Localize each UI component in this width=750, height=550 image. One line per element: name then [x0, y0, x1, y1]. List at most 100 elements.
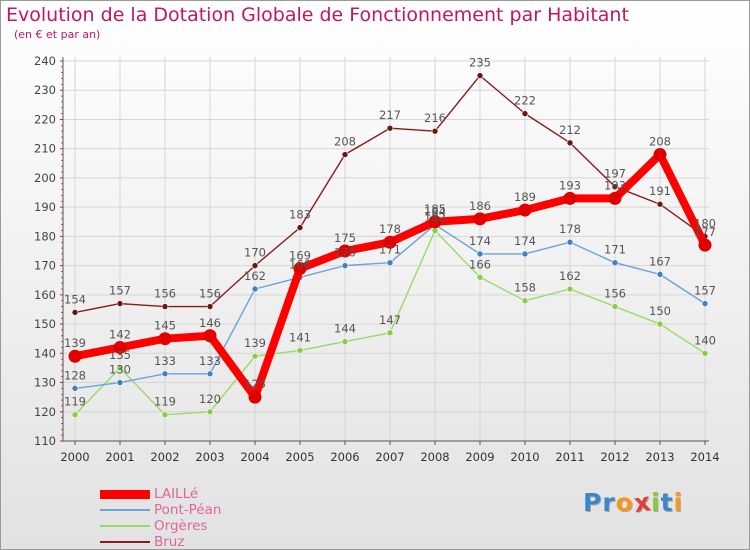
y-tick-label: 110 — [34, 434, 56, 448]
logo-letter: x — [631, 486, 653, 519]
data-label-bruz: 208 — [334, 135, 356, 149]
data-label-bruz: 156 — [199, 287, 221, 301]
data-label-org-res: 140 — [694, 333, 716, 347]
data-label-bruz: 235 — [469, 56, 491, 70]
data-label-bruz: 183 — [289, 208, 311, 222]
y-tick-label: 130 — [34, 376, 56, 390]
data-label-bruz: 217 — [379, 108, 401, 122]
legend-label-org-res: Orgères — [154, 518, 208, 534]
data-point-org-res — [566, 285, 574, 293]
data-label-org-res: 135 — [109, 348, 131, 362]
legend-swatch-laill- — [100, 489, 150, 499]
data-point-laill- — [293, 262, 307, 276]
data-label-laill-: 145 — [154, 319, 176, 333]
data-label-org-res: 119 — [154, 395, 176, 409]
legend-swatch-org-res — [100, 525, 150, 527]
data-label-pont-p-an: 170 — [334, 246, 356, 260]
legend: LAILLé Pont-Péan Orgères Bruz — [100, 486, 300, 550]
data-label-laill-: 139 — [64, 336, 86, 350]
data-label-pont-p-an: 174 — [469, 234, 491, 248]
data-point-pont-p-an — [566, 238, 574, 246]
chart-title: Evolution de la Dotation Globale de Fonc… — [6, 4, 629, 26]
y-tick-label: 170 — [34, 259, 56, 273]
data-label-pont-p-an: 171 — [604, 243, 626, 257]
data-point-org-res — [701, 350, 709, 357]
data-label-org-res: 166 — [469, 257, 491, 271]
data-label-laill-: 185 — [424, 202, 446, 216]
x-tick-label: 2010 — [510, 450, 539, 464]
x-tick-label: 2014 — [690, 450, 719, 464]
data-point-laill- — [248, 390, 262, 404]
data-point-pont-p-an — [386, 259, 394, 266]
data-label-bruz: 170 — [244, 246, 266, 260]
data-point-bruz — [566, 139, 574, 147]
data-label-bruz: 180 — [694, 216, 716, 230]
data-point-laill- — [563, 191, 577, 205]
data-point-laill- — [698, 238, 712, 252]
data-label-pont-p-an: 184 — [424, 205, 446, 219]
y-tick-label: 160 — [34, 288, 56, 302]
data-point-pont-p-an — [341, 262, 349, 269]
x-tick-label: 2009 — [465, 450, 494, 464]
data-label-org-res: 150 — [649, 304, 671, 318]
data-point-pont-p-an — [206, 370, 214, 378]
logo-letter: t — [660, 488, 674, 517]
data-point-pont-p-an — [116, 379, 124, 386]
data-label-pont-p-an: 130 — [109, 363, 131, 377]
legend-label-bruz: Bruz — [154, 534, 185, 550]
x-tick-label: 2001 — [105, 450, 134, 464]
legend-item-bruz: Bruz — [100, 534, 300, 550]
data-point-bruz — [431, 127, 439, 135]
data-point-laill- — [113, 340, 127, 354]
data-label-pont-p-an: 162 — [244, 269, 266, 283]
x-tick-label: 2007 — [375, 450, 404, 464]
data-label-bruz: 197 — [604, 167, 626, 181]
series-lines — [68, 72, 712, 418]
data-label-laill-: 178 — [379, 222, 401, 236]
x-tick-label: 2005 — [285, 450, 314, 464]
data-point-org-res — [71, 411, 79, 418]
data-label-bruz: 157 — [109, 284, 131, 298]
data-point-org-res — [161, 411, 169, 418]
data-label-bruz: 222 — [514, 94, 536, 108]
data-label-laill-: 208 — [649, 135, 671, 149]
y-tick-label: 140 — [34, 346, 56, 360]
data-point-org-res — [521, 297, 529, 304]
data-point-pont-p-an — [701, 300, 709, 307]
data-point-bruz — [341, 151, 349, 158]
data-point-bruz — [386, 124, 394, 132]
data-point-bruz — [611, 183, 619, 190]
data-point-org-res — [206, 408, 214, 416]
y-tick-label: 210 — [34, 142, 56, 156]
data-label-org-res: 182 — [424, 211, 446, 225]
y-tick-label: 190 — [34, 200, 56, 214]
data-label-pont-p-an: 157 — [694, 284, 716, 298]
data-label-laill-: 125 — [244, 377, 266, 391]
data-point-pont-p-an — [656, 271, 664, 278]
data-point-pont-p-an — [611, 259, 619, 266]
y-tick-label: 120 — [34, 405, 56, 419]
data-label-org-res: 156 — [604, 287, 626, 301]
data-point-bruz — [476, 72, 484, 79]
data-label-org-res: 119 — [64, 395, 86, 409]
data-label-pont-p-an: 128 — [64, 368, 86, 382]
data-label-pont-p-an: 133 — [154, 354, 176, 368]
data-label-laill-: 142 — [109, 327, 131, 341]
data-point-laill- — [338, 244, 352, 258]
data-point-org-res — [656, 320, 664, 328]
legend-label-pont-p-an: Pont-Péan — [154, 502, 222, 518]
x-tick-label: 2004 — [240, 450, 269, 464]
data-point-org-res — [341, 338, 349, 345]
data-point-pont-p-an — [251, 285, 259, 293]
logo-letter: r — [602, 488, 616, 517]
data-label-org-res: 158 — [514, 281, 536, 295]
y-tick-label: 150 — [34, 317, 56, 331]
data-label-laill-: 189 — [514, 190, 536, 204]
logo-letter: P — [583, 488, 603, 517]
data-label-org-res: 139 — [244, 336, 266, 350]
data-point-laill- — [653, 148, 667, 162]
y-tick-label: 230 — [34, 83, 56, 97]
data-point-laill- — [203, 329, 217, 343]
